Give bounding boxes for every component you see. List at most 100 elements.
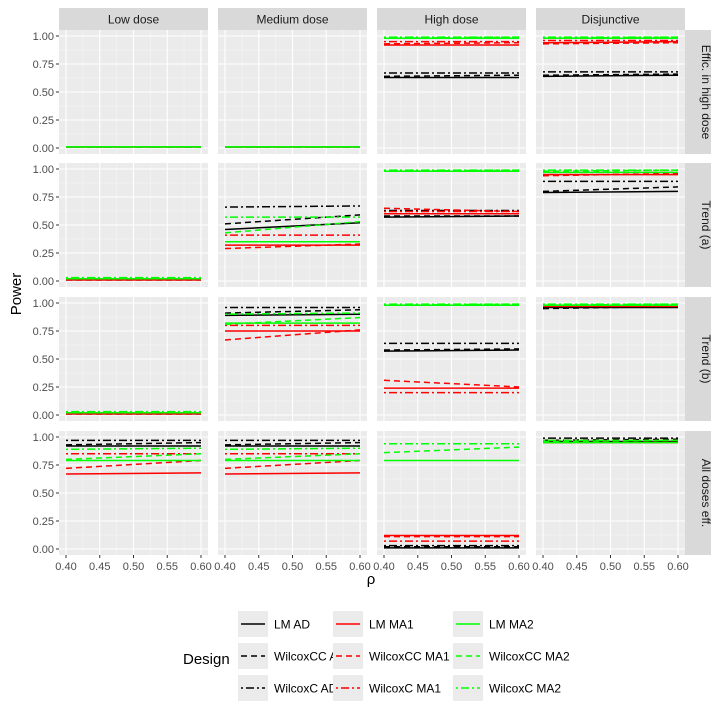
x-tick-label: 0.60	[667, 561, 688, 573]
panel-trend-a-medium-dose	[218, 163, 367, 287]
legend-item-wilcoxcc-ma1: WilcoxCC MA1	[333, 643, 450, 669]
series-line-wilcoxc-ma2	[65, 447, 202, 451]
panels-layer	[59, 30, 685, 555]
legend-label: LM MA2	[489, 618, 534, 632]
panel-effic-in-high-dose-high-dose	[377, 30, 526, 154]
panel-trend-b-medium-dose	[218, 297, 367, 421]
x-tick-label: 0.45	[89, 561, 110, 573]
series-line-wilcoxc-ad	[224, 205, 361, 208]
x-tick-label: 0.40	[214, 561, 235, 573]
x-tick-label: 0.55	[157, 561, 178, 573]
series-line-lm-ad	[542, 190, 679, 194]
legend-item-wilcoxcc-ad: WilcoxCC AD	[238, 643, 346, 669]
series-line-lm-ma1	[65, 472, 202, 475]
y-tick-label: 0.00	[33, 143, 54, 155]
x-tick-label: 0.40	[532, 561, 553, 573]
legend-label: WilcoxC MA1	[369, 682, 441, 696]
legend-item-lm-ad: LM AD	[238, 611, 310, 637]
panel-trend-b-disjunctive	[536, 297, 685, 421]
x-tick-label: 0.40	[55, 561, 76, 573]
panel-trend-b-low-dose	[59, 297, 208, 421]
x-axis-title: ρ	[367, 571, 376, 588]
legend-item-lm-ma2: LM MA2	[453, 611, 534, 637]
y-tick-label: 0.00	[33, 410, 54, 422]
x-tick-label: 0.60	[190, 561, 211, 573]
strip-trend-a	[685, 163, 711, 287]
series-line-wilcoxcc-ad	[383, 74, 520, 78]
series-line-wilcoxcc-ma2	[224, 316, 361, 326]
strip-label-high-dose: High dose	[424, 13, 478, 27]
y-tick-label: 0.50	[33, 220, 54, 232]
y-tick-label: 1.00	[33, 31, 54, 43]
y-tick-label: 0.25	[33, 516, 54, 528]
series-line-wilcoxcc-ma1	[542, 172, 679, 177]
y-tick-label: 0.25	[33, 248, 54, 260]
y-axis-title: Power	[8, 273, 25, 316]
panel-effic-in-high-dose-disjunctive	[536, 30, 685, 154]
series-line-wilcoxcc-ma2	[65, 453, 202, 461]
panel-trend-a-low-dose	[59, 163, 208, 287]
y-tick-label: 0.75	[33, 192, 54, 204]
series-line-wilcoxcc-ma1	[224, 243, 361, 250]
strip-label-low-dose: Low dose	[108, 13, 160, 27]
x-tick-label: 0.45	[407, 561, 428, 573]
strip-effic-in-high-dose	[685, 30, 711, 154]
series-line-wilcoxcc-ma1	[542, 41, 679, 45]
series-line-wilcoxcc-ad	[65, 441, 202, 446]
strip-trend-b	[685, 297, 711, 421]
y-tick-label: 0.00	[33, 276, 54, 288]
legend-item-wilcoxc-ma2: WilcoxC MA2	[453, 675, 561, 701]
y-tick-label: 0.50	[33, 354, 54, 366]
x-tick-label: 0.40	[373, 561, 394, 573]
x-tick-label: 0.50	[441, 561, 462, 573]
series-line-wilcoxcc-ad	[383, 348, 520, 351]
panel-all-doses-eff-medium-dose	[218, 431, 367, 555]
series-line-lm-ad	[224, 313, 361, 317]
series-line-wilcoxcc-ma2	[383, 446, 520, 454]
legend-item-wilcoxcc-ma2: WilcoxCC MA2	[453, 643, 570, 669]
x-tick-label: 0.50	[282, 561, 303, 573]
y-tick-label: 0.75	[33, 460, 54, 472]
legend-label: WilcoxC AD	[274, 682, 338, 696]
x-tick-label: 0.55	[316, 561, 337, 573]
legend-label: WilcoxCC AD	[274, 650, 346, 664]
y-tick-label: 0.50	[33, 87, 54, 99]
series-line-wilcoxcc-ma2	[224, 453, 361, 461]
y-tick-label: 0.50	[33, 488, 54, 500]
series-line-wilcoxcc-ad	[224, 441, 361, 446]
x-tick-label: 0.60	[508, 561, 529, 573]
x-tick-label: 0.50	[600, 561, 621, 573]
y-tick-label: 0.00	[33, 544, 54, 556]
x-tick-label: 0.60	[349, 561, 370, 573]
series-line-wilcoxcc-ma1	[65, 459, 202, 470]
series-line-wilcoxcc-ad	[224, 308, 361, 314]
strip-all-doses-eff	[685, 431, 711, 555]
series-line-wilcoxc-ma2	[224, 312, 361, 315]
panel-all-doses-eff-disjunctive	[536, 431, 685, 555]
legend-item-wilcoxc-ma1: WilcoxC MA1	[333, 675, 441, 701]
strip-label-all-doses-eff: All doses eff.	[699, 459, 713, 527]
y-tick-label: 1.00	[33, 432, 54, 444]
x-tick-label: 0.50	[123, 561, 144, 573]
panel-all-doses-eff-low-dose	[59, 431, 208, 555]
strip-label-medium-dose: Medium dose	[256, 13, 328, 27]
series-line-wilcoxcc-ma1	[383, 41, 520, 45]
y-tick-label: 0.25	[33, 382, 54, 394]
series-line-lm-ad	[383, 349, 520, 352]
legend-item-lm-ma1: LM MA1	[333, 611, 414, 637]
panel-effic-in-high-dose-medium-dose	[218, 30, 367, 154]
series-line-wilcoxcc-ad	[542, 73, 679, 76]
axes-layer: ρ Power 0.00 0.25 0.50 0.75 1.00 0.00 0.25 0.50…	[8, 31, 689, 588]
series-line-lm-ma1	[542, 40, 679, 44]
series-line-wilcoxcc-ma1	[383, 379, 520, 388]
panel-effic-in-high-dose-low-dose	[59, 30, 208, 154]
series-line-lm-ad	[542, 74, 679, 78]
series-line-wilcoxc-ma2	[224, 447, 361, 451]
legend-label: WilcoxC MA2	[489, 682, 561, 696]
y-tick-label: 1.00	[33, 164, 54, 176]
legend-label: WilcoxCC MA1	[369, 650, 450, 664]
x-tick-label: 0.55	[475, 561, 496, 573]
panel-trend-a-high-dose	[377, 163, 526, 287]
series-line-wilcoxcc-ad	[542, 186, 679, 193]
